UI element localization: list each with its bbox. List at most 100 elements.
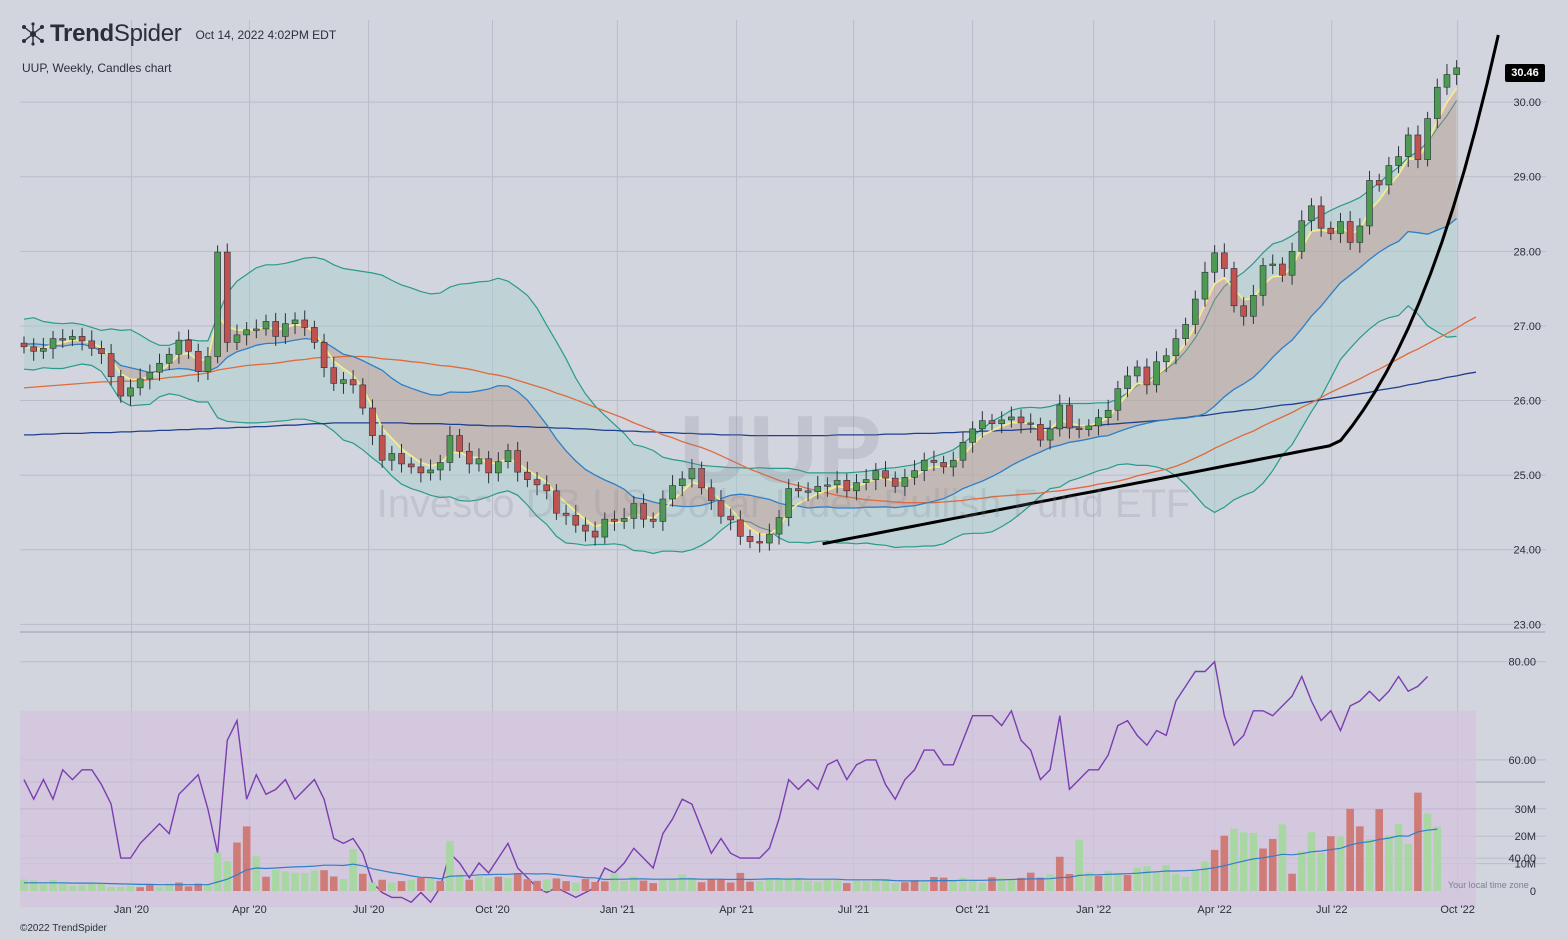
candle[interactable] (1279, 263, 1286, 276)
volume-bar[interactable] (1423, 813, 1432, 891)
candle[interactable] (1172, 338, 1180, 357)
volume-bar[interactable] (87, 883, 96, 891)
volume-bar[interactable] (1288, 873, 1296, 891)
candle[interactable] (40, 348, 47, 352)
candle[interactable] (1240, 305, 1247, 317)
candle[interactable] (253, 328, 260, 331)
volume-bar[interactable] (407, 879, 415, 891)
candle[interactable] (1259, 265, 1267, 296)
candle[interactable] (998, 419, 1005, 424)
candle[interactable] (649, 518, 657, 522)
candle[interactable] (330, 367, 338, 384)
volume-bar[interactable] (1249, 832, 1258, 891)
volume-bar[interactable] (465, 879, 474, 891)
volume-bar[interactable] (320, 870, 328, 891)
candle[interactable] (1153, 361, 1160, 386)
candle[interactable] (988, 420, 996, 424)
candle[interactable] (582, 524, 589, 532)
volume-bar[interactable] (1075, 839, 1083, 891)
volume-bar[interactable] (455, 874, 464, 891)
candle[interactable] (78, 336, 86, 342)
volume-bar[interactable] (726, 882, 735, 891)
volume-bar[interactable] (872, 878, 880, 891)
volume-bar[interactable] (997, 878, 1006, 891)
volume-bar[interactable] (717, 879, 725, 891)
candle[interactable] (359, 384, 367, 409)
volume-bar[interactable] (1017, 877, 1025, 891)
volume-bar[interactable] (436, 880, 445, 891)
volume-bar[interactable] (184, 886, 193, 891)
volume-bar[interactable] (107, 886, 115, 891)
candle[interactable] (1056, 404, 1064, 430)
candle[interactable] (1114, 388, 1122, 411)
candle[interactable] (20, 342, 28, 348)
candle[interactable] (514, 450, 521, 473)
candle[interactable] (601, 518, 609, 538)
volume-bar[interactable] (920, 882, 929, 891)
candle[interactable] (1230, 268, 1238, 307)
volume-bar[interactable] (1259, 848, 1267, 891)
candle[interactable] (533, 479, 541, 486)
candle[interactable] (485, 458, 492, 474)
candle[interactable] (1182, 324, 1189, 339)
volume-bar[interactable] (1220, 835, 1229, 891)
volume-bar[interactable] (542, 879, 551, 891)
volume-bar[interactable] (1133, 867, 1141, 891)
volume-bar[interactable] (1317, 852, 1325, 891)
volume-bar[interactable] (639, 880, 648, 891)
volume-bar[interactable] (891, 883, 899, 891)
volume-bar[interactable] (1104, 871, 1112, 891)
candle[interactable] (1201, 271, 1209, 300)
volume-bar[interactable] (1230, 828, 1238, 891)
volume-bar[interactable] (1191, 870, 1200, 891)
candle[interactable] (436, 462, 444, 471)
candle[interactable] (872, 470, 880, 480)
candle[interactable] (301, 319, 309, 328)
brand-name[interactable]: TrendSpider (50, 20, 182, 48)
volume-bar[interactable] (939, 877, 948, 891)
candle[interactable] (185, 339, 192, 352)
volume-bar[interactable] (852, 880, 861, 891)
candle[interactable] (175, 339, 183, 355)
candle[interactable] (737, 519, 744, 537)
candle[interactable] (1385, 165, 1393, 186)
volume-bar[interactable] (1201, 861, 1209, 891)
candle[interactable] (88, 340, 96, 349)
volume-bar[interactable] (755, 881, 764, 891)
candle[interactable] (1269, 263, 1277, 266)
candle[interactable] (572, 515, 580, 526)
candle[interactable] (446, 435, 454, 463)
candle[interactable] (1453, 67, 1460, 75)
candle[interactable] (1298, 220, 1306, 252)
volume-bar[interactable] (1152, 870, 1161, 891)
candle[interactable] (243, 329, 250, 336)
candle[interactable] (204, 356, 212, 372)
volume-bar[interactable] (1123, 875, 1132, 891)
trendspider-logo-icon[interactable] (20, 21, 46, 47)
candle[interactable] (1366, 180, 1373, 227)
candle[interactable] (562, 512, 570, 516)
candle[interactable] (398, 453, 405, 465)
candle[interactable] (1017, 416, 1025, 424)
candle[interactable] (233, 334, 241, 343)
volume-bar[interactable] (97, 883, 106, 891)
candle[interactable] (107, 353, 115, 377)
volume-bar[interactable] (1007, 878, 1016, 891)
candle[interactable] (949, 459, 957, 468)
volume-bar[interactable] (126, 886, 135, 891)
candle[interactable] (1395, 156, 1402, 166)
volume-bar[interactable] (146, 884, 154, 891)
volume-bar[interactable] (1297, 851, 1306, 891)
candle[interactable] (1124, 375, 1131, 389)
candle[interactable] (98, 348, 105, 354)
candle[interactable] (320, 342, 328, 369)
candle[interactable] (1356, 225, 1364, 243)
candle[interactable] (1133, 366, 1141, 377)
volume-bar[interactable] (78, 884, 86, 891)
volume-bar[interactable] (1162, 865, 1171, 891)
candle[interactable] (495, 461, 502, 474)
volume-bar[interactable] (417, 877, 425, 891)
volume-bar[interactable] (175, 882, 183, 891)
candle[interactable] (959, 442, 967, 461)
volume-bar[interactable] (581, 878, 590, 891)
